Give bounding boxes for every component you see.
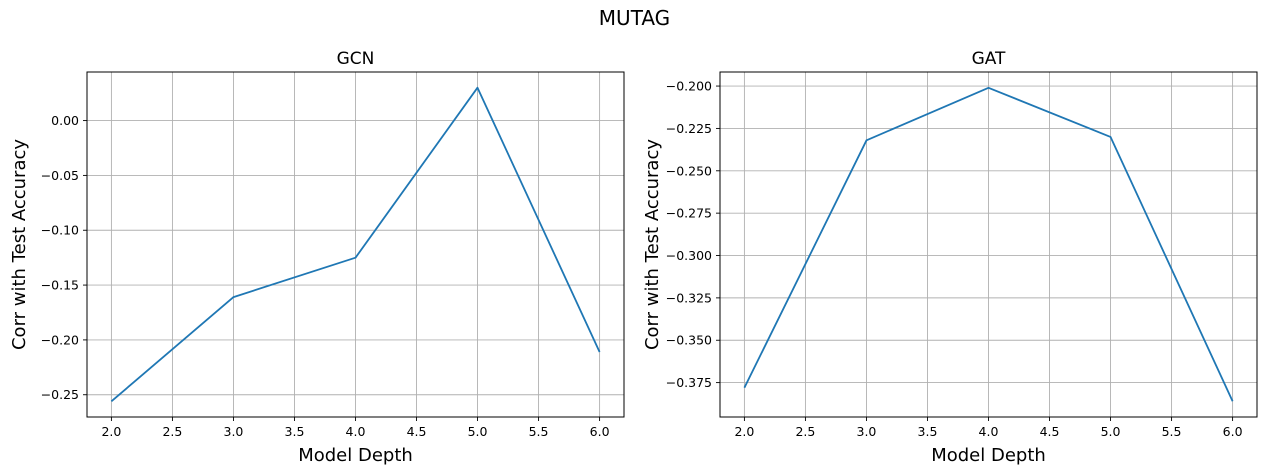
x-tick-label: 4.0 [979,424,999,439]
y-tick-label: −0.25 [41,387,79,402]
plot-frame [86,71,625,418]
chart-title: GCN [337,49,375,69]
plot-frame [719,71,1258,418]
y-tick-label: −0.350 [666,333,712,348]
x-tick-label: 3.5 [285,424,305,439]
chart-gat: 2.0 2.5 3.0 3.5 4.0 4.5 5.0 5.5 6.0 −0.200 −0.225 −… [642,49,1258,466]
x-tick-label: 4.0 [346,424,366,439]
chart-gcn: 2.0 2.5 3.0 3.5 4.0 4.5 5.0 5.5 6.0 0.00 −0.05 −0.1… [9,49,625,466]
x-tick-label: 5.5 [1162,424,1182,439]
x-tick-label: 2.5 [162,424,182,439]
y-tick-label: −0.15 [41,278,79,293]
figure-title: MUTAG [598,6,671,30]
x-tick-label: 3.5 [918,424,938,439]
y-tick-label: −0.10 [41,223,79,238]
x-tick-label: 5.5 [529,424,549,439]
y-tick-label: −0.225 [666,121,712,136]
x-tick-label: 6.0 [590,424,610,439]
x-axis-label: Model Depth [298,445,413,466]
x-tick-label: 2.0 [101,424,121,439]
x-tick-label: 3.0 [857,424,877,439]
y-axis-label: Corr with Test Accuracy [642,139,663,350]
y-tick-label: −0.375 [666,375,712,390]
y-tick-label: −0.20 [41,332,79,347]
x-tick-label: 2.5 [795,424,815,439]
x-tick-label: 5.0 [468,424,488,439]
x-tick-label: 2.0 [734,424,754,439]
y-tick-label: −0.05 [41,168,79,183]
x-tick-label: 4.5 [1040,424,1060,439]
y-tick-label: −0.325 [666,290,712,305]
y-tick-label: −0.200 [666,79,712,94]
x-axis-label: Model Depth [931,445,1046,466]
x-tick-label: 6.0 [1223,424,1243,439]
y-tick-label: −0.300 [666,248,712,263]
x-tick-label: 5.0 [1101,424,1121,439]
y-tick-label: −0.250 [666,163,712,178]
y-tick-label: 0.00 [51,113,79,128]
chart-title: GAT [972,49,1006,69]
y-tick-label: −0.275 [666,206,712,221]
y-axis-label: Corr with Test Accuracy [9,139,30,350]
x-tick-label: 3.0 [224,424,244,439]
x-tick-label: 4.5 [407,424,427,439]
